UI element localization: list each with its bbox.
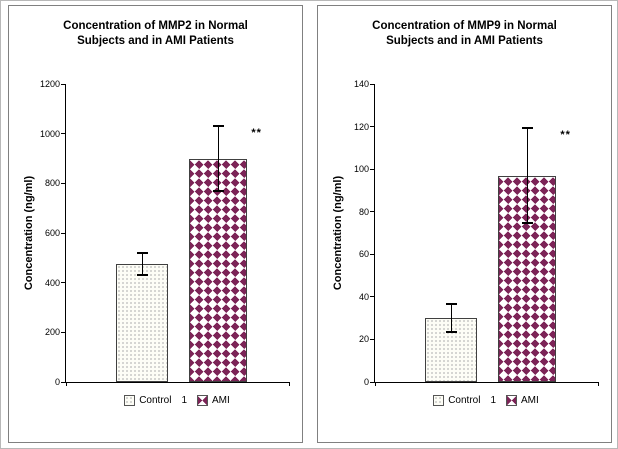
bar-control	[425, 318, 478, 382]
x-category-label: 1	[181, 395, 188, 406]
x-axis-tick	[66, 382, 67, 386]
y-axis-tick	[370, 296, 375, 298]
y-tick-label: 60	[358, 249, 369, 260]
chart-title-line2: Subjects and in AMI Patients	[386, 35, 543, 47]
chart-title: Concentration of MMP9 in Normal Subjects…	[324, 19, 605, 49]
error-bar-control	[445, 303, 457, 334]
legend-label-ami: AMI	[521, 395, 539, 406]
y-axis-tick	[370, 168, 375, 170]
plot-area: 0 20 40 60 80 100 120 140 **	[354, 79, 599, 387]
chart-title-line1: Concentration of MMP2 in Normal	[63, 20, 248, 32]
y-tick-label: 140	[353, 79, 369, 89]
y-tick-label: 120	[353, 121, 369, 132]
y-tick-label: 20	[358, 334, 369, 345]
y-axis-tick	[370, 381, 375, 383]
legend-item-control: Control	[124, 395, 171, 406]
y-axis-tick	[61, 381, 66, 383]
y-axis-tick	[370, 211, 375, 213]
legend-label-control: Control	[139, 395, 172, 406]
y-tick-label: 0	[363, 377, 369, 387]
chart-title-line2: Subjects and in AMI Patients	[77, 35, 234, 47]
legend: Control 1 AMI	[65, 395, 289, 406]
significance-marker: **	[251, 126, 262, 139]
y-tick-label: 100	[353, 164, 369, 175]
legend-swatch-control	[433, 395, 445, 406]
y-tick-label: 40	[358, 291, 369, 302]
y-tick-label: 200	[44, 327, 60, 338]
legend-item-ami: AMI	[197, 395, 230, 406]
chart-title: Concentration of MMP2 in Normal Subjects…	[15, 19, 296, 49]
error-bar-ami	[521, 126, 533, 225]
y-axis-tick	[61, 182, 66, 184]
y-axis-tick	[61, 282, 66, 284]
y-tick-label: 800	[44, 178, 60, 189]
x-axis-tick	[598, 382, 599, 386]
y-axis-tick	[370, 83, 375, 85]
y-axis-tick	[61, 133, 66, 135]
y-tick-label: 0	[54, 377, 60, 387]
x-category-label: 1	[490, 395, 497, 406]
y-tick-label: 400	[44, 277, 60, 288]
y-axis-tick	[370, 126, 375, 128]
y-tick-label: 600	[44, 228, 60, 238]
bar-control	[116, 264, 169, 382]
legend-item-ami: AMI	[506, 395, 539, 406]
legend-label-ami: AMI	[212, 395, 230, 406]
legend-item-control: Control	[433, 395, 480, 406]
chart-panel-mmp2: Concentration of MMP2 in Normal Subjects…	[8, 5, 303, 443]
legend-swatch-ami	[506, 395, 518, 406]
y-axis-tick	[61, 232, 66, 234]
chart-panel-mmp9: Concentration of MMP9 in Normal Subjects…	[317, 5, 612, 443]
error-bar-control	[136, 251, 148, 277]
legend: Control 1 AMI	[374, 395, 598, 406]
y-tick-label: 1000	[39, 128, 60, 139]
bar-ami	[189, 158, 248, 382]
y-axis-tick	[61, 83, 66, 85]
y-axis-label: Concentration (ng/ml)	[332, 175, 344, 291]
plot-area: 0 200 400 600 800 1000 1200 **	[40, 79, 290, 387]
chart-title-line1: Concentration of MMP9 in Normal	[372, 20, 557, 32]
y-tick-label: 80	[358, 206, 369, 217]
x-axis-tick	[375, 382, 376, 386]
error-bar-ami	[212, 124, 224, 193]
legend-swatch-ami	[197, 395, 209, 406]
y-axis-tick	[370, 253, 375, 255]
bar-ami	[498, 175, 557, 382]
legend-swatch-control	[124, 395, 136, 406]
y-axis-tick	[61, 331, 66, 333]
y-axis-tick	[370, 338, 375, 340]
x-axis-tick	[289, 382, 290, 386]
significance-marker: **	[560, 128, 571, 141]
y-tick-label: 1200	[39, 79, 60, 89]
legend-label-control: Control	[448, 395, 481, 406]
